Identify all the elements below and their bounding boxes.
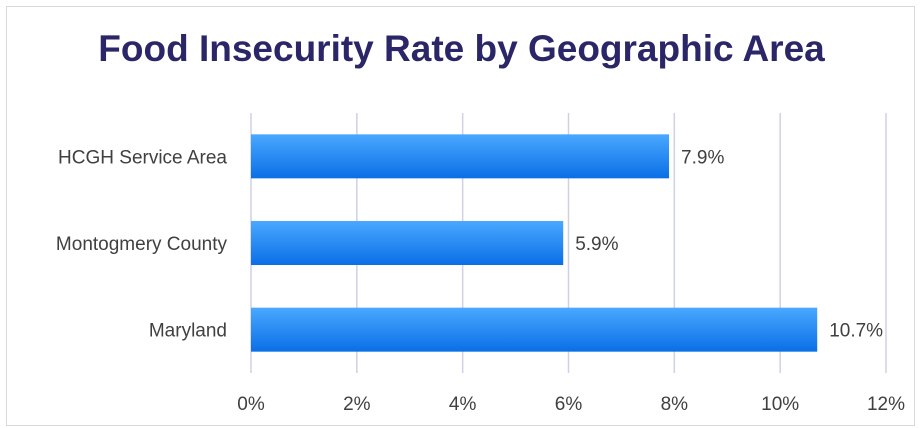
category-label: Montogmery County [56,234,228,255]
x-tick-label: 8% [661,394,689,415]
bar [251,221,564,265]
bar [251,134,670,179]
category-label: Maryland [149,321,227,342]
bar [251,307,818,352]
category-label: HCGH Service Area [58,147,227,168]
data-label: 10.7% [829,321,883,342]
x-tick-label: 2% [343,394,371,415]
x-tick-label: 0% [237,394,265,415]
x-axis-tick-labels: 0% 2% 4% 6% 8% 10% 12% [237,394,905,415]
bars [251,134,818,352]
x-tick-label: 10% [761,394,799,415]
category-labels: HCGH Service Area Montogmery County Maryla… [56,147,228,341]
x-tick-label: 6% [555,394,583,415]
x-tick-label: 12% [867,394,905,415]
data-label: 5.9% [575,234,618,255]
data-labels: 7.9% 5.9% 10.7% [575,147,883,341]
chart-frame [6,6,915,426]
chart-title: Food Insecurity Rate by Geographic Area [98,28,825,69]
x-tick-label: 4% [449,394,477,415]
data-label: 7.9% [681,147,724,168]
